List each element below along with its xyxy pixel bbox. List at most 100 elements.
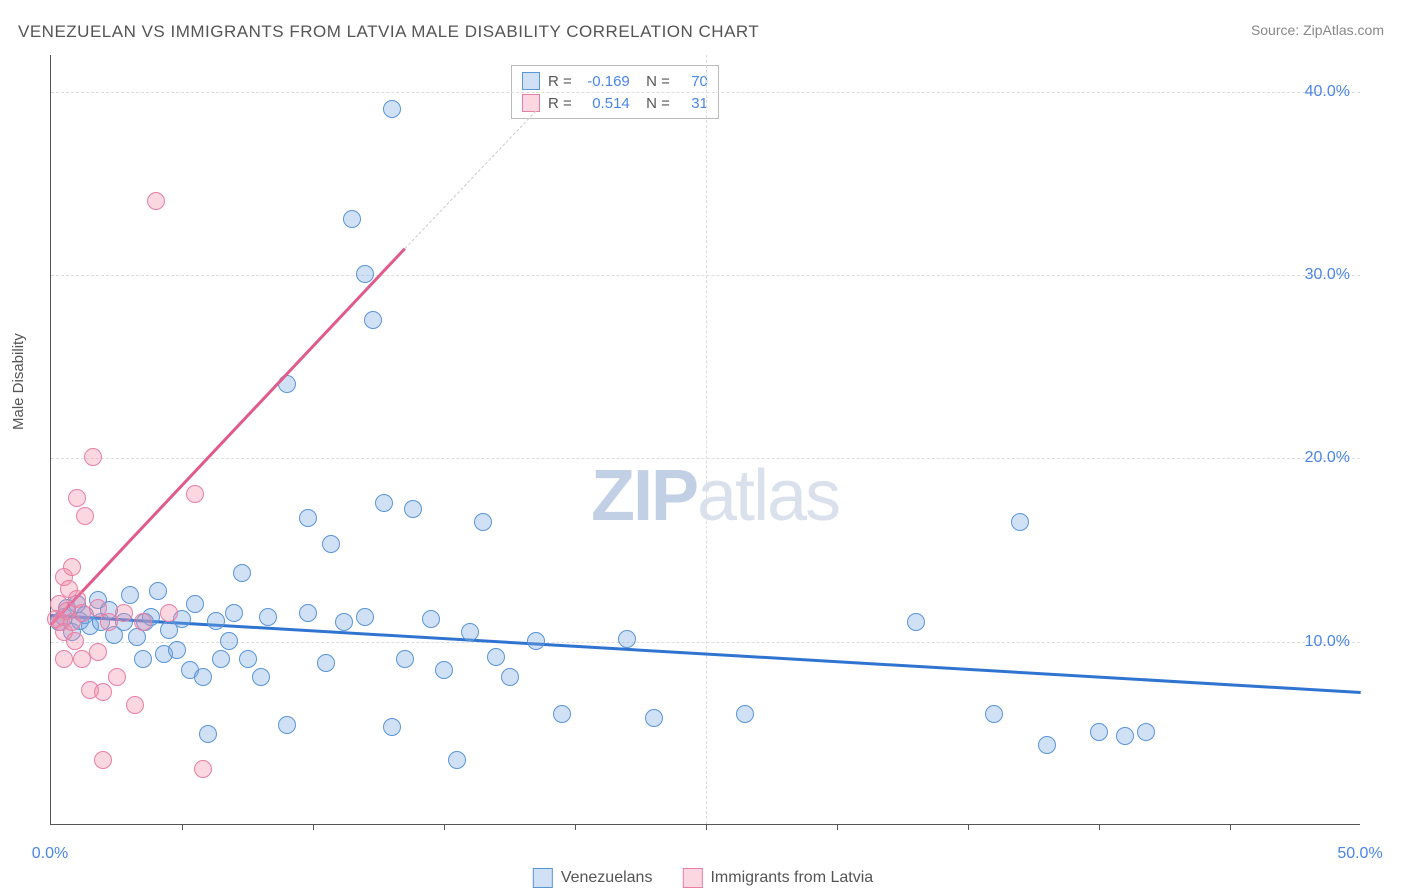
scatter-point — [94, 683, 112, 701]
scatter-point — [233, 564, 251, 582]
legend-swatch — [533, 868, 553, 888]
scatter-point — [1116, 727, 1134, 745]
x-tick-mark — [706, 824, 707, 830]
x-tick-mark — [837, 824, 838, 830]
scatter-point — [375, 494, 393, 512]
scatter-point — [356, 608, 374, 626]
scatter-point — [501, 668, 519, 686]
stats-r-value: 0.514 — [580, 95, 630, 112]
scatter-point — [94, 751, 112, 769]
stats-row: R = 0.514 N = 31 — [522, 92, 708, 114]
stats-r-label: R = — [548, 95, 572, 112]
scatter-point — [448, 751, 466, 769]
scatter-point — [121, 586, 139, 604]
scatter-point — [186, 485, 204, 503]
stats-n-value: 70 — [678, 73, 708, 90]
scatter-point — [474, 513, 492, 531]
legend-label: Venezuelans — [561, 869, 653, 887]
chart-title: VENEZUELAN VS IMMIGRANTS FROM LATVIA MAL… — [18, 22, 759, 42]
scatter-point — [618, 630, 636, 648]
scatter-point — [259, 608, 277, 626]
stats-r-value: -0.169 — [580, 73, 630, 90]
plot-area: ZIPatlas R = -0.169 N = 70R = 0.514 N = … — [50, 55, 1360, 825]
scatter-point — [160, 604, 178, 622]
scatter-point — [134, 613, 152, 631]
gridline-vertical — [706, 55, 707, 824]
watermark: ZIPatlas — [591, 455, 839, 537]
scatter-point — [194, 668, 212, 686]
scatter-point — [149, 582, 167, 600]
scatter-point — [84, 448, 102, 466]
scatter-point — [322, 535, 340, 553]
stats-row: R = -0.169 N = 70 — [522, 70, 708, 92]
scatter-point — [168, 641, 186, 659]
scatter-point — [645, 709, 663, 727]
scatter-point — [422, 610, 440, 628]
scatter-point — [527, 632, 545, 650]
scatter-point — [383, 100, 401, 118]
scatter-point — [108, 668, 126, 686]
x-tick-label: 50.0% — [1337, 845, 1382, 863]
scatter-point — [134, 650, 152, 668]
scatter-point — [317, 654, 335, 672]
x-tick-mark — [1230, 824, 1231, 830]
scatter-point — [115, 604, 133, 622]
scatter-point — [252, 668, 270, 686]
scatter-point — [66, 632, 84, 650]
scatter-point — [383, 718, 401, 736]
x-tick-label: 0.0% — [32, 845, 68, 863]
y-axis-label: Male Disability — [10, 333, 27, 430]
scatter-point — [199, 725, 217, 743]
scatter-point — [364, 311, 382, 329]
scatter-point — [225, 604, 243, 622]
x-tick-mark — [575, 824, 576, 830]
scatter-point — [89, 643, 107, 661]
trend-line-dashed — [404, 110, 536, 248]
scatter-point — [396, 650, 414, 668]
stats-swatch — [522, 72, 540, 90]
scatter-point — [68, 489, 86, 507]
legend-swatch — [682, 868, 702, 888]
scatter-point — [1011, 513, 1029, 531]
scatter-point — [1038, 736, 1056, 754]
scatter-point — [736, 705, 754, 723]
x-tick-mark — [1099, 824, 1100, 830]
x-tick-mark — [313, 824, 314, 830]
scatter-point — [220, 632, 238, 650]
legend: Venezuelans Immigrants from Latvia — [533, 868, 873, 888]
scatter-point — [299, 509, 317, 527]
scatter-point — [553, 705, 571, 723]
scatter-point — [299, 604, 317, 622]
scatter-point — [435, 661, 453, 679]
scatter-point — [55, 650, 73, 668]
scatter-point — [126, 696, 144, 714]
legend-item: Venezuelans — [533, 868, 653, 888]
scatter-point — [461, 623, 479, 641]
stats-r-label: R = — [548, 73, 572, 90]
y-tick-label: 30.0% — [1305, 266, 1350, 284]
x-tick-mark — [444, 824, 445, 830]
scatter-point — [239, 650, 257, 668]
stats-n-label: N = — [638, 73, 670, 90]
y-tick-label: 40.0% — [1305, 83, 1350, 101]
scatter-point — [343, 210, 361, 228]
stats-n-value: 31 — [678, 95, 708, 112]
scatter-point — [335, 613, 353, 631]
scatter-point — [207, 612, 225, 630]
scatter-point — [487, 648, 505, 666]
stats-n-label: N = — [638, 95, 670, 112]
scatter-point — [194, 760, 212, 778]
scatter-point — [63, 558, 81, 576]
scatter-point — [1090, 723, 1108, 741]
scatter-point — [278, 716, 296, 734]
legend-label: Immigrants from Latvia — [710, 869, 873, 887]
legend-item: Immigrants from Latvia — [682, 868, 873, 888]
y-tick-label: 20.0% — [1305, 449, 1350, 467]
trend-line — [50, 248, 406, 626]
scatter-point — [147, 192, 165, 210]
scatter-point — [907, 613, 925, 631]
scatter-point — [76, 507, 94, 525]
stats-swatch — [522, 94, 540, 112]
scatter-point — [985, 705, 1003, 723]
source-attribution: Source: ZipAtlas.com — [1251, 22, 1384, 38]
